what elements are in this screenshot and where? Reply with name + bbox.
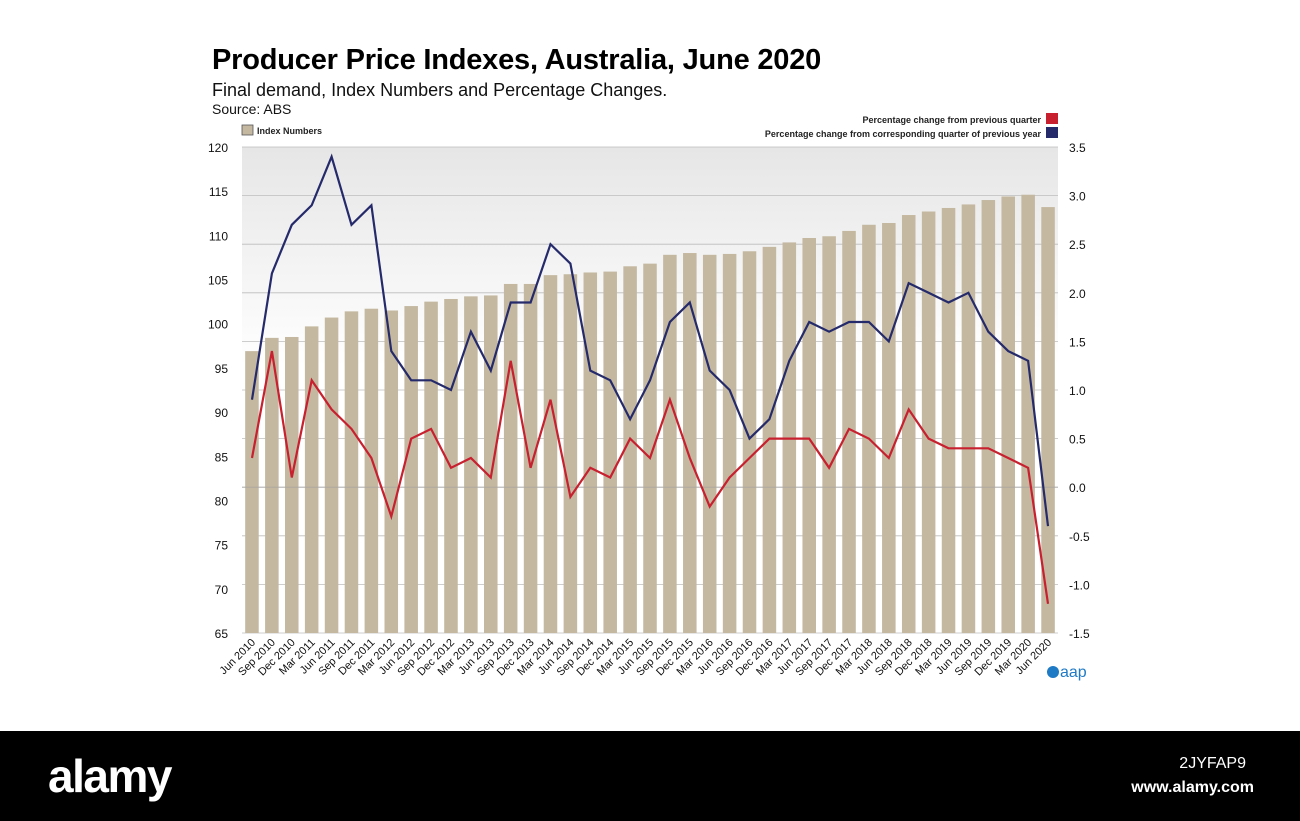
bar [702,254,717,633]
bar [623,266,637,633]
bar [523,283,538,633]
bar [484,295,498,633]
left-axis-tick-label: 75 [215,539,229,553]
bar [643,263,657,633]
left-axis-tick-label: 110 [209,229,228,243]
bar [265,337,279,633]
footer-url: www.alamy.com [1131,779,1254,796]
right-axis-tick-label: 0.0 [1069,481,1086,495]
bar [1021,194,1035,633]
footer-logo: alamy [48,750,172,802]
left-axis-tick-label: 85 [215,450,229,464]
bar [683,253,697,633]
right-axis-tick-label: 1.5 [1069,335,1086,349]
right-axis-tick-label: 0.5 [1069,433,1086,447]
bar [344,311,359,633]
bar [543,275,558,633]
bar [1001,196,1016,633]
annual-change-line [250,153,1050,527]
left-axis-tick-label: 90 [215,406,229,420]
footer-image-id: 2JYFAP9 [1179,755,1246,772]
legend-quarterly-label: Percentage change from previous quarter [862,115,1041,125]
bar [941,207,956,634]
bar [464,296,478,633]
bar [304,326,319,633]
bar [742,251,757,633]
legend-annual-label: Percentage change from corresponding qua… [765,129,1042,139]
left-axis-tick-label: 70 [215,583,229,597]
chart-canvas: 65 70 75 80 85 90 95 100 105 110 115 120 -1.5 -1.0 -0.… [208,113,1090,678]
bar [245,351,259,633]
aap-dot-icon [1047,666,1059,678]
left-axis-tick-label: 100 [208,318,228,332]
right-axis-tick-label: 2.0 [1069,287,1086,301]
chart-title: Producer Price Indexes, Australia, June … [212,44,822,76]
bar [603,271,617,633]
bar [981,200,996,633]
bar [822,236,836,634]
right-axis-tick-label: 1.0 [1069,384,1086,398]
bar [882,222,896,633]
bar [1041,207,1055,633]
bar [921,211,936,634]
bar [842,230,856,634]
legend-quarterly-swatch [1046,113,1058,124]
bar [384,310,399,633]
legend-annual-swatch [1046,127,1058,138]
bar [503,283,518,633]
chart-subtitle: Final demand, Index Numbers and Percenta… [212,80,668,100]
bar [663,254,677,633]
left-axis-tick-label: 115 [209,185,228,199]
bar [404,306,418,633]
left-axis-tick-label: 120 [208,141,228,155]
bar [722,253,737,634]
right-axis-tick-label: 3.5 [1069,141,1086,155]
right-axis-tick-label: -0.5 [1069,530,1090,544]
aap-logo: aap [1047,664,1087,682]
right-axis-tick-label: 3.0 [1069,190,1086,204]
chart-source: Source: ABS [212,101,292,117]
legend-bars-label: Index Numbers [257,126,322,136]
quarterly-change-line [250,350,1050,604]
aap-logo-text: aap [1060,664,1087,681]
right-axis-tick-label: -1.5 [1069,627,1090,641]
footer-bar: alamy 2JYFAP9 www.alamy.com [0,731,1300,821]
legend-bars-swatch [241,124,254,136]
bar [802,238,816,634]
bar [424,301,438,633]
bar [563,274,578,633]
bar [961,204,976,633]
bar [901,215,916,634]
left-axis-tick-label: 65 [215,627,229,641]
left-axis-tick-label: 95 [215,362,229,376]
bar [583,272,598,633]
bar [284,336,299,633]
right-axis-tick-label: 2.5 [1069,238,1086,252]
left-axis-tick-label: 105 [208,274,228,288]
bar [364,308,379,633]
right-axis-tick-label: -1.0 [1069,578,1090,592]
left-axis-tick-label: 80 [215,494,229,508]
bar [862,224,876,633]
bar [324,317,339,633]
